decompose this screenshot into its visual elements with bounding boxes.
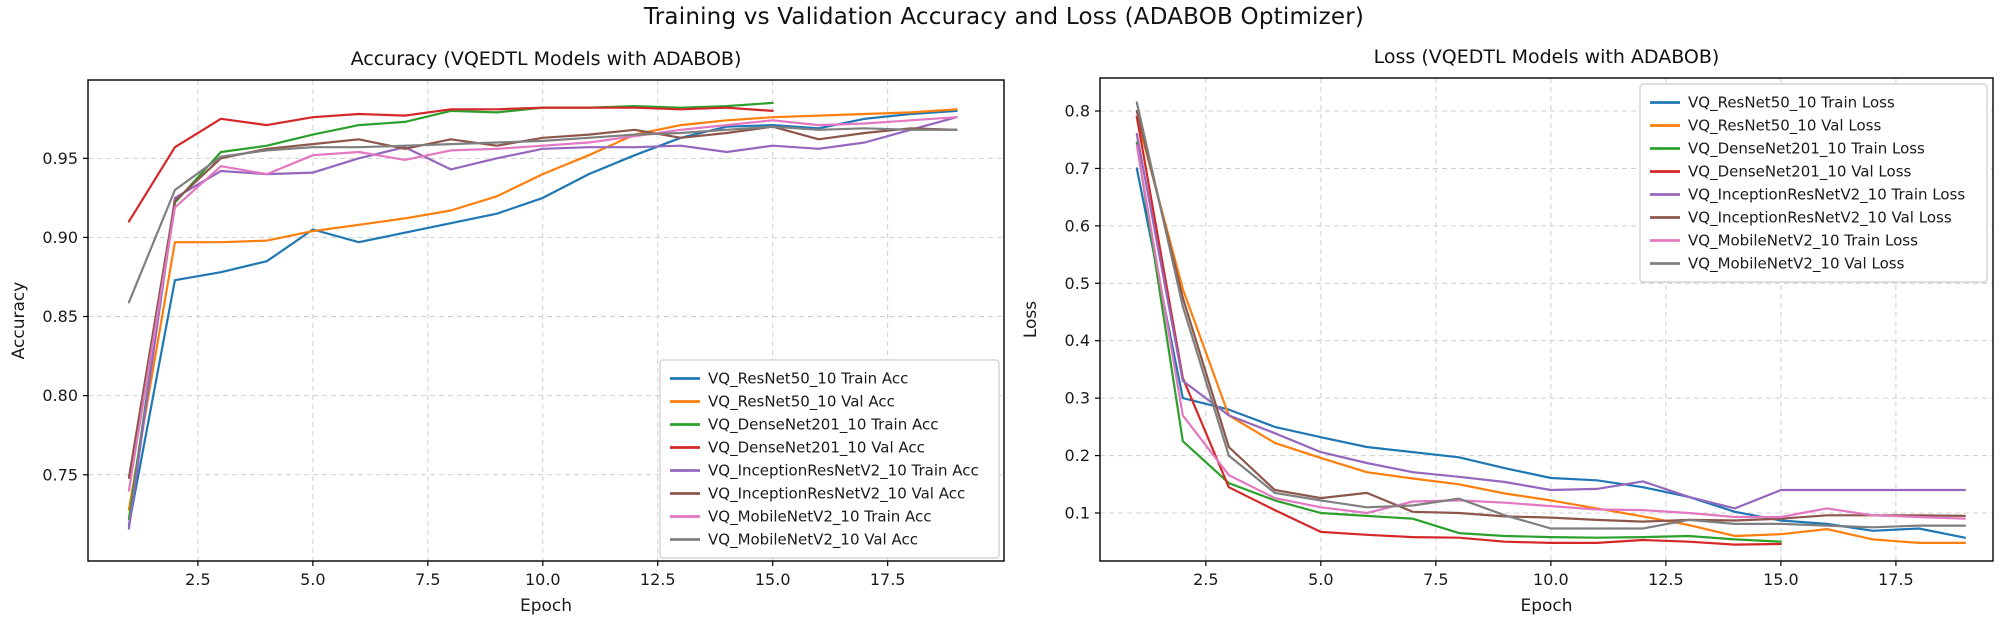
x-tick-label: 12.5 [1648, 570, 1684, 589]
figure-title: Training vs Validation Accuracy and Loss… [643, 4, 1365, 30]
legend-entry: VQ_ResNet50_10 Train Loss [1650, 94, 1895, 113]
series-line [127, 106, 774, 223]
y-tick-label: 0.4 [1065, 331, 1090, 350]
legend-entry: VQ_DenseNet201_10 Val Acc [670, 439, 925, 458]
y-tick-label: 0.2 [1065, 446, 1090, 465]
legend-label: VQ_InceptionResNetV2_10 Train Acc [708, 462, 979, 481]
x-tick-label: 2.5 [1193, 570, 1218, 589]
loss-ylabel: Loss [1021, 301, 1041, 338]
legend-label: VQ_ResNet50_10 Val Loss [1688, 117, 1881, 136]
series-line [127, 125, 958, 304]
legend-label: VQ_ResNet50_10 Train Loss [1688, 94, 1895, 113]
x-tick-label: 7.5 [415, 570, 440, 589]
legend-entry: VQ_MobileNetV2_10 Val Acc [670, 531, 918, 550]
legend-entry: VQ_MobileNetV2_10 Val Loss [1650, 255, 1905, 274]
y-tick-label: 0.1 [1065, 503, 1090, 522]
legend-label: VQ_MobileNetV2_10 Val Loss [1688, 255, 1905, 274]
y-tick-label: 0.85 [42, 307, 78, 326]
loss-xlabel: Epoch [1520, 596, 1572, 616]
series-line [127, 108, 958, 511]
x-tick-label: 10.0 [525, 570, 561, 589]
legend-label: VQ_ResNet50_10 Train Acc [708, 370, 908, 389]
legend-entry: VQ_ResNet50_10 Train Acc [670, 370, 908, 389]
legend-entry: VQ_InceptionResNetV2_10 Val Loss [1650, 209, 1952, 228]
series-line [127, 116, 958, 492]
legend-entry: VQ_InceptionResNetV2_10 Val Acc [670, 485, 965, 504]
x-tick-label: 5.0 [1308, 570, 1333, 589]
y-tick-label: 0.5 [1065, 274, 1090, 293]
x-tick-label: 10.0 [1533, 570, 1569, 589]
accuracy-ticks: 2.5 5.0 7.5 10.0 12.5 15.0 17.5 0.75 0.80 0.85 0.9… [42, 149, 905, 589]
accuracy-legend: VQ_ResNet50_10 Train Acc VQ_ResNet50_10 V… [659, 359, 1000, 559]
loss-ticks: 2.5 5.0 7.5 10.0 12.5 15.0 17.5 0.1 0.2 0.3 0.4 0.5… [1065, 102, 1914, 589]
legend-entry: VQ_InceptionResNetV2_10 Train Loss [1650, 186, 1965, 205]
legend-label: VQ_InceptionResNetV2_10 Val Loss [1688, 209, 1952, 228]
legend-entry: VQ_DenseNet201_10 Train Loss [1650, 140, 1925, 159]
legend-entry: VQ_ResNet50_10 Val Acc [670, 393, 895, 412]
legend-label: VQ_DenseNet201_10 Val Acc [708, 439, 925, 458]
y-tick-label: 0.95 [42, 149, 78, 168]
legend-label: VQ_DenseNet201_10 Train Loss [1688, 140, 1925, 159]
x-tick-label: 2.5 [185, 570, 210, 589]
legend-entry: VQ_MobileNetV2_10 Train Loss [1650, 232, 1918, 251]
y-tick-label: 0.3 [1065, 389, 1090, 408]
legend-entry: VQ_DenseNet201_10 Train Acc [670, 416, 938, 435]
series-line [127, 109, 958, 527]
y-tick-label: 0.90 [42, 228, 78, 247]
x-tick-label: 17.5 [870, 570, 906, 589]
legend-label: VQ_DenseNet201_10 Train Acc [708, 416, 938, 435]
legend-box [659, 359, 1000, 559]
legend-entry: VQ_MobileNetV2_10 Train Acc [670, 508, 932, 527]
x-tick-label: 5.0 [300, 570, 325, 589]
series-line [127, 125, 958, 479]
legend-entry: VQ_InceptionResNetV2_10 Train Acc [670, 462, 979, 481]
series-line [1135, 109, 1967, 523]
legend-entry: VQ_ResNet50_10 Val Loss [1650, 117, 1881, 136]
series-line [1135, 115, 1967, 545]
legend-label: VQ_MobileNetV2_10 Val Acc [708, 531, 918, 550]
loss-title: Loss (VQEDTL Models with ADABOB) [1374, 46, 1720, 68]
legend-label: VQ_MobileNetV2_10 Train Acc [708, 508, 932, 527]
accuracy-series [127, 101, 958, 530]
loss-series [1135, 101, 1967, 546]
series-line [127, 101, 774, 521]
series-line [1135, 167, 1967, 539]
legend-label: VQ_MobileNetV2_10 Train Loss [1688, 232, 1918, 251]
series-line [1135, 144, 1967, 520]
x-tick-label: 17.5 [1878, 570, 1914, 589]
loss-axes-frame [1099, 77, 1994, 562]
y-tick-label: 0.6 [1065, 216, 1090, 235]
y-tick-label: 0.8 [1065, 102, 1090, 121]
accuracy-axes-frame [87, 79, 1005, 562]
loss-grid [1100, 78, 1993, 561]
x-tick-label: 15.0 [1763, 570, 1799, 589]
legend-label: VQ_ResNet50_10 Val Acc [708, 393, 895, 412]
series-line [1135, 101, 1967, 530]
series-line [1135, 132, 1967, 510]
loss-legend: VQ_ResNet50_10 Train Loss VQ_ResNet50_10 … [1639, 83, 1988, 283]
series-line [1135, 115, 1783, 546]
legend-box [1639, 83, 1988, 283]
legend-label: VQ_InceptionResNetV2_10 Val Acc [708, 485, 965, 504]
accuracy-xlabel: Epoch [520, 596, 572, 616]
accuracy-ylabel: Accuracy [9, 282, 29, 360]
legend-entry: VQ_DenseNet201_10 Val Loss [1650, 163, 1912, 182]
y-tick-label: 0.7 [1065, 159, 1090, 178]
x-tick-label: 7.5 [1423, 570, 1448, 589]
y-tick-label: 0.75 [42, 465, 78, 484]
y-tick-label: 0.80 [42, 386, 78, 405]
accuracy-title: Accuracy (VQEDTL Models with ADABOB) [351, 48, 742, 70]
series-line [1135, 141, 1783, 543]
legend-label: VQ_InceptionResNetV2_10 Train Loss [1688, 186, 1965, 205]
x-tick-label: 12.5 [640, 570, 676, 589]
x-tick-label: 15.0 [755, 570, 791, 589]
legend-label: VQ_DenseNet201_10 Val Loss [1688, 163, 1912, 182]
